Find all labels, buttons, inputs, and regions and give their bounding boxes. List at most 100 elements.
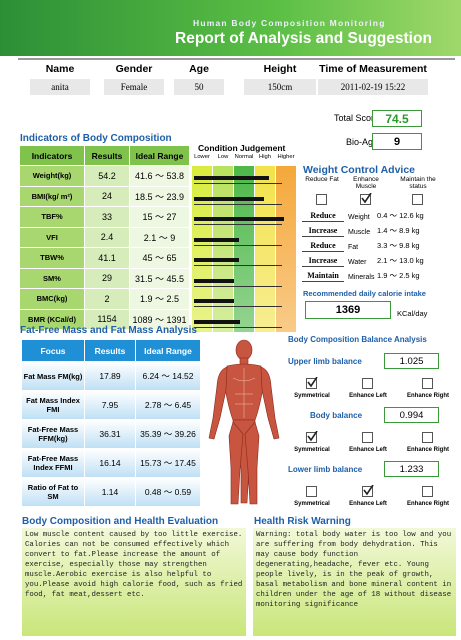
info-label: Gender: [115, 63, 153, 75]
cell: 45 ～ 65: [130, 248, 189, 268]
balance-value: 1.025: [384, 353, 439, 369]
row-label: Fat Mass FM(kg): [22, 362, 84, 390]
cell: 29: [85, 268, 129, 288]
option-label: Symmetrical: [294, 447, 330, 453]
warning-text: Warning: total body water is too low and…: [253, 528, 456, 636]
condition-rule: [194, 285, 282, 287]
row-label: BMC(kg): [20, 289, 84, 309]
cell: 31.5 ～ 45.5: [130, 268, 189, 288]
cell: 2.78 ～ 6.45: [136, 391, 200, 419]
action: Increase: [302, 225, 344, 237]
level-column: [234, 166, 254, 332]
table-header: Results: [85, 340, 135, 361]
section-title: Body Composition and Health Evaluation: [22, 516, 219, 527]
cell: 0.48 ～ 0.59: [136, 478, 200, 506]
level-label: Higher: [277, 154, 295, 160]
bio-age: 9: [372, 133, 422, 150]
cell: 1154: [85, 309, 129, 329]
cell: 41.6 ～ 53.8: [130, 166, 189, 186]
cell: 35.39 ～ 39.26: [136, 420, 200, 448]
checkbox: [306, 486, 317, 497]
info-value: 50: [174, 79, 224, 95]
balance-value: 1.233: [384, 461, 439, 477]
row-label: Fat Mass Index FMI: [22, 391, 84, 419]
row-label: TBF%: [20, 207, 84, 227]
option-label: Reduce Fat: [305, 176, 339, 183]
header-subtitle: Human Body Composition Monitoring: [193, 18, 386, 28]
checkbox: [422, 432, 433, 443]
indicators-table: Indicators Results Ideal Range Weight(kg) 54…: [20, 146, 190, 332]
info-value: anita: [30, 79, 90, 95]
level-column: [255, 166, 275, 332]
condition-rule: [194, 306, 282, 307]
balance-label: Lower limb balance: [288, 465, 363, 474]
info-value: 150cm: [244, 79, 316, 95]
checkbox: [306, 431, 318, 443]
range: 0.4 ～ 12.6 kg: [377, 211, 424, 220]
row-label: SM%: [20, 268, 84, 288]
row-label: Weight(kg): [20, 166, 84, 186]
info-label: Name: [45, 63, 75, 75]
table-header: Focus: [22, 340, 84, 361]
option-label: Enhance Muscle: [353, 176, 379, 190]
total-score: 74.5: [372, 110, 422, 127]
action: Reduce: [302, 240, 344, 252]
cell: 7.95: [85, 391, 135, 419]
check-mark: [361, 193, 372, 204]
calorie-title: Recommended daily calorie intake: [303, 289, 426, 298]
section-title: Body Composition Balance Analysis: [288, 335, 427, 344]
info-label: Time of Measurement: [319, 63, 427, 75]
checkbox: [306, 377, 318, 389]
checkbox: [362, 432, 373, 443]
checkbox: [362, 378, 373, 389]
row-label: TBW%: [20, 248, 84, 268]
target: Fat: [348, 244, 359, 251]
target: Weight: [348, 214, 370, 221]
fat-free-table: Focus Results Ideal Range Fat Mass FM(kg) 17…: [22, 340, 202, 506]
info-label: Age: [189, 63, 209, 75]
option-label: Enhance Right: [406, 501, 449, 507]
condition-bar: [194, 176, 269, 180]
level-label: High: [259, 154, 271, 160]
option-label: Maintain the status: [400, 176, 436, 190]
condition-bar: [194, 217, 284, 221]
balance-value: 0.994: [384, 407, 439, 423]
condition-rule: [194, 224, 282, 225]
balance-label: Body balance: [310, 411, 363, 420]
table-header: Results: [85, 146, 129, 165]
total-label: Total Score: [334, 113, 380, 123]
info-value: Female: [104, 79, 164, 95]
condition-bar: [194, 299, 234, 303]
option-label: Symmetrical: [294, 501, 330, 507]
range: 2.1 ～ 13.0 kg: [377, 256, 424, 265]
table-header: Ideal Range: [136, 340, 200, 361]
level-label: Normal: [234, 154, 254, 160]
level-column: [276, 166, 296, 332]
range: 3.3 ～ 9.8 kg: [377, 241, 420, 250]
body-figure: [208, 339, 280, 505]
cell: 15.73 ～ 17.45: [136, 449, 200, 477]
condition-chart: Lower Low Normal High Higher: [192, 154, 296, 332]
level-column: [192, 166, 212, 332]
evaluation-text: Low muscle content caused by too little …: [22, 528, 246, 636]
cell: 6.24 ～ 14.52: [136, 362, 200, 390]
action: Reduce: [302, 210, 344, 222]
target: Minerals: [348, 274, 375, 281]
checkbox: [422, 486, 433, 497]
condition-rule: [194, 203, 282, 205]
checkbox: [422, 378, 433, 389]
option-label: Symmetrical: [294, 393, 330, 399]
check-mark: [363, 485, 374, 496]
condition-bar: [194, 319, 240, 324]
condition-rule: [194, 265, 282, 266]
range: 1.4 ～ 8.9 kg: [377, 226, 420, 235]
cell: 1.14: [85, 478, 135, 506]
target: Water: [348, 259, 367, 266]
condition-rule: [194, 326, 282, 328]
level-label: Low: [217, 154, 229, 160]
table-header: Ideal Range: [130, 146, 189, 165]
info-row: Name anita Gender Female Age 50 Height 150cm Tim…: [0, 60, 461, 100]
row-label: Fat-Free Mass FFM(kg): [22, 420, 84, 448]
info-value: 2011-02-19 15:22: [318, 79, 428, 95]
